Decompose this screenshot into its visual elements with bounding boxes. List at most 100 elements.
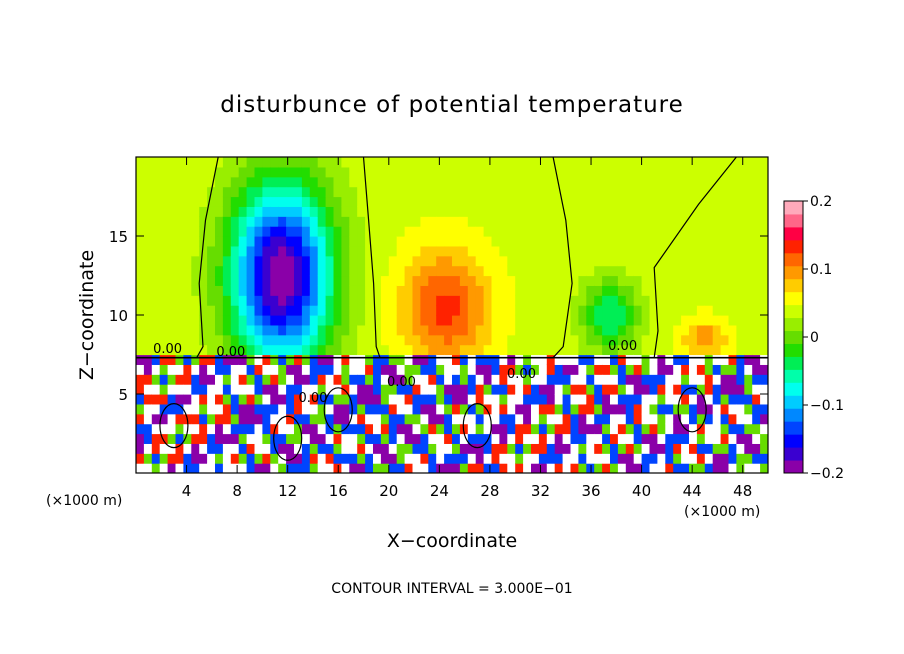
heatmap-cell: [562, 245, 572, 257]
heatmap-cell: [159, 157, 169, 168]
x-unit-left: (×1000 m): [46, 493, 122, 509]
heatmap-cell: [546, 166, 556, 178]
heatmap-cell: [404, 265, 414, 277]
heatmap-cell: [538, 394, 548, 405]
heatmap-cell: [238, 324, 248, 336]
heatmap-cell: [562, 403, 572, 415]
heatmap-cell: [641, 324, 651, 336]
heatmap-cell: [507, 413, 516, 425]
colorbar-segment: [784, 252, 803, 267]
heatmap-cell: [625, 334, 635, 346]
heatmap-cell: [696, 443, 706, 454]
heatmap-cell: [286, 295, 295, 306]
heatmap-cell: [578, 196, 587, 207]
heatmap-cell: [483, 403, 493, 415]
heatmap-cell: [665, 324, 674, 336]
heatmap-cell: [278, 226, 287, 237]
heatmap-cell: [657, 374, 666, 385]
heatmap-cell: [167, 275, 177, 286]
heatmap-cell: [286, 433, 295, 444]
heatmap-cell: [159, 236, 169, 247]
heatmap-cell: [736, 403, 745, 415]
heatmap-cell: [349, 275, 358, 286]
heatmap-cell: [673, 344, 682, 356]
heatmap-cell: [499, 463, 508, 473]
heatmap-cell: [633, 305, 643, 316]
heatmap-cell: [452, 245, 461, 257]
heatmap-cell: [467, 324, 477, 336]
heatmap-cell: [602, 166, 611, 178]
heatmap-cell: [436, 196, 445, 207]
heatmap-cell: [562, 157, 572, 168]
heatmap-cell: [538, 275, 548, 286]
heatmap-cell: [238, 433, 248, 444]
heatmap-cell: [712, 186, 722, 198]
heatmap-cell: [641, 334, 651, 346]
heatmap-cell: [301, 403, 311, 415]
heatmap-cell: [657, 285, 666, 296]
heatmap-cell: [586, 433, 595, 444]
heatmap-cell: [325, 403, 335, 415]
heatmap-cell: [594, 265, 603, 277]
heatmap-cell: [681, 315, 690, 326]
heatmap-cell: [728, 295, 737, 306]
heatmap-cell: [191, 216, 200, 227]
heatmap-cell: [689, 157, 698, 168]
heatmap-cell: [404, 413, 414, 425]
heatmap-cell: [452, 394, 461, 405]
heatmap-cell: [294, 157, 303, 168]
heatmap-cell: [230, 236, 240, 247]
heatmap-cell: [625, 374, 635, 385]
heatmap-cell: [657, 423, 666, 435]
heatmap-cell: [475, 403, 485, 415]
heatmap-cell: [294, 324, 303, 336]
heatmap-cell: [689, 463, 698, 473]
heatmap-cell: [617, 354, 627, 365]
heatmap-cell: [167, 236, 177, 247]
heatmap-cell: [657, 245, 666, 257]
heatmap-cell: [546, 413, 556, 425]
heatmap-cell: [538, 176, 548, 188]
heatmap-cell: [294, 423, 303, 435]
heatmap-cell: [689, 245, 698, 257]
heatmap-cell: [657, 453, 666, 464]
heatmap-cell: [317, 443, 327, 454]
heatmap-cell: [736, 394, 745, 405]
heatmap-cell: [183, 463, 192, 473]
heatmap-cell: [262, 433, 271, 444]
heatmap-cell: [728, 394, 737, 405]
heatmap-cell: [562, 295, 572, 306]
heatmap-cell: [641, 226, 651, 237]
heatmap-cell: [380, 285, 390, 296]
heatmap-cell: [760, 334, 768, 346]
heatmap-cell: [641, 186, 651, 198]
heatmap-cell: [752, 463, 761, 473]
heatmap-cell: [404, 324, 414, 336]
heatmap-cell: [728, 384, 737, 395]
heatmap-cell: [317, 344, 327, 356]
heatmap-cell: [578, 315, 587, 326]
heatmap-cell: [681, 186, 690, 198]
heatmap-cell: [499, 275, 508, 286]
heatmap-cell: [578, 324, 587, 336]
heatmap-cell: [570, 315, 579, 326]
heatmap-cell: [341, 334, 350, 346]
heatmap-cell: [365, 166, 374, 178]
heatmap-cell: [617, 463, 627, 473]
heatmap-cell: [373, 354, 382, 365]
heatmap-cell: [215, 315, 224, 326]
heatmap-cell: [562, 206, 572, 217]
heatmap-cell: [752, 186, 761, 198]
heatmap-cell: [554, 265, 564, 277]
heatmap-cell: [333, 255, 342, 267]
heatmap-cell: [357, 186, 366, 198]
heatmap-cell: [246, 403, 256, 415]
heatmap-cell: [602, 275, 611, 286]
heatmap-cell: [436, 334, 445, 346]
heatmap-cell: [357, 384, 366, 395]
heatmap-cell: [143, 295, 153, 306]
heatmap-cell: [720, 324, 730, 336]
heatmap-cell: [333, 394, 342, 405]
heatmap-cell: [610, 394, 619, 405]
heatmap-cell: [704, 364, 714, 375]
